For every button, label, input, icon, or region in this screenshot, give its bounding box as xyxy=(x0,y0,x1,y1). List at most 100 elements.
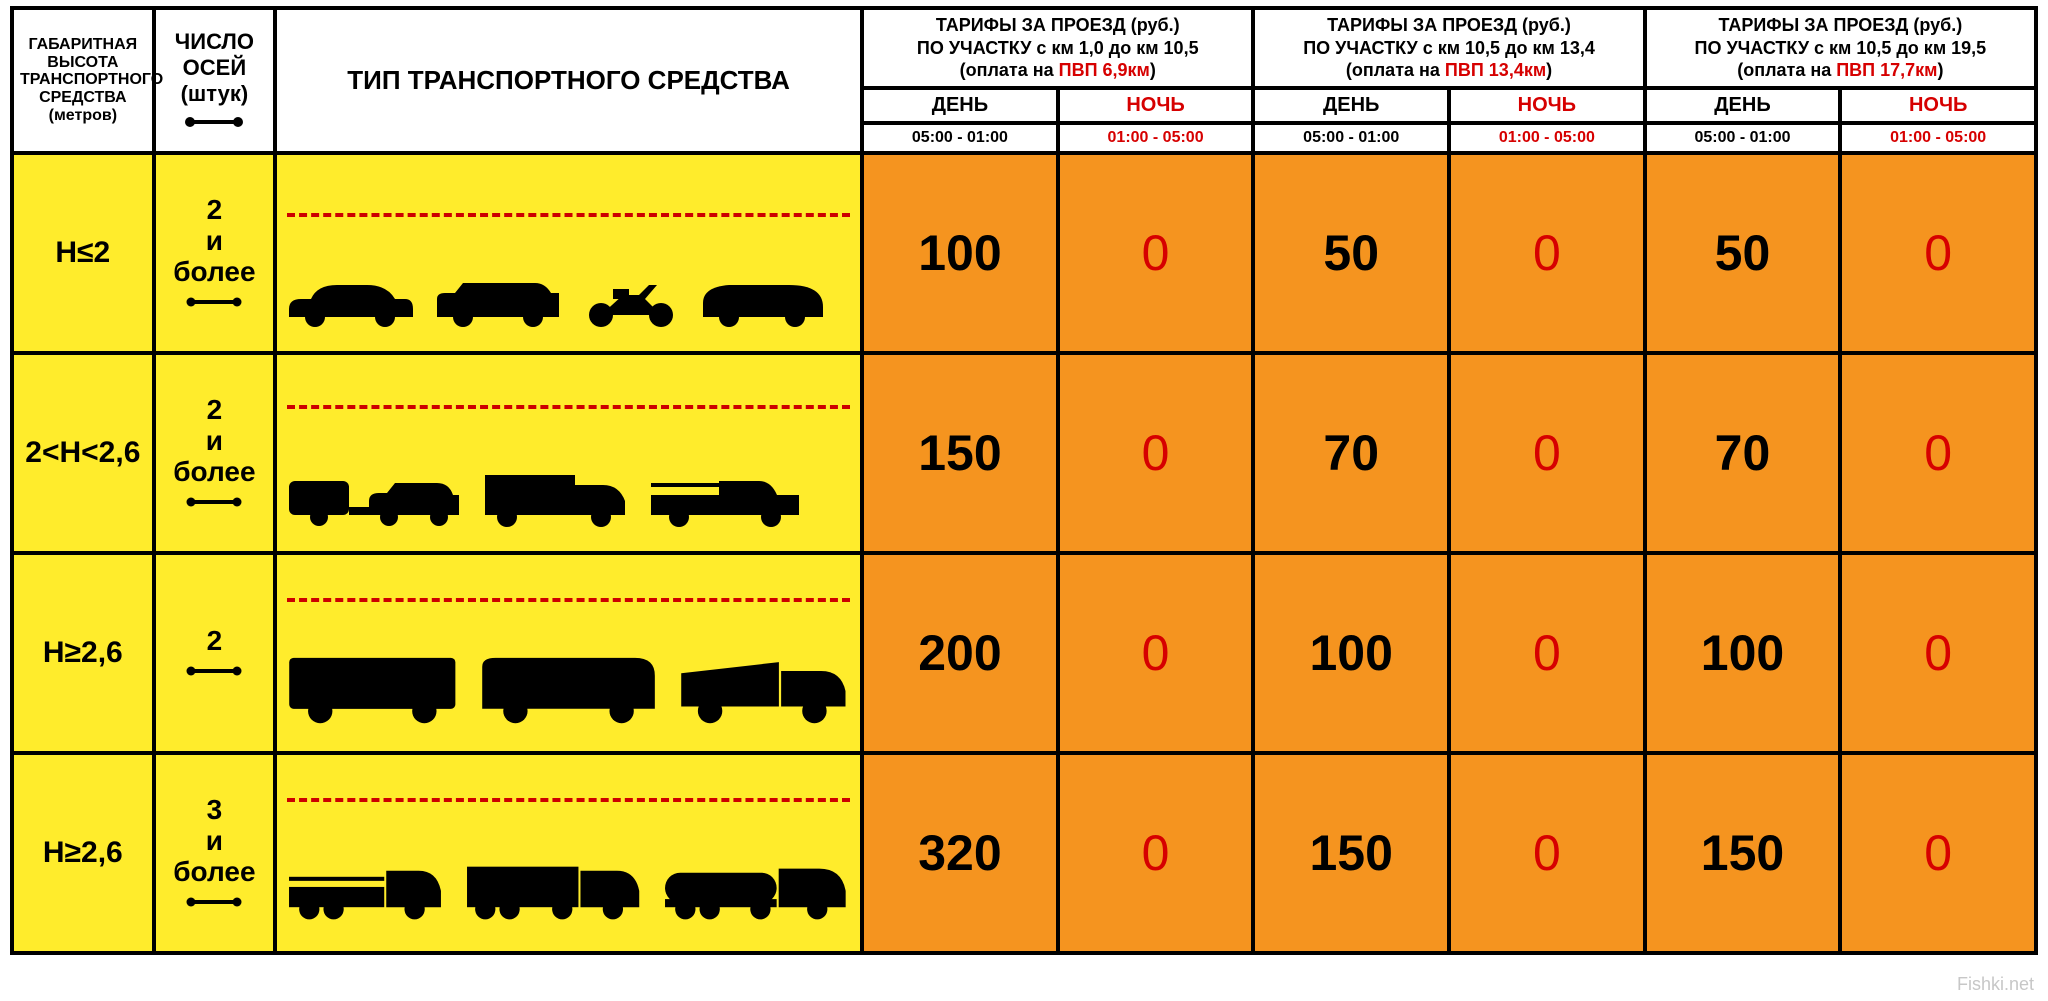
tariff-group-0: ТАРИФЫ ЗА ПРОЕЗД (руб.) ПО УЧАСТКУ с км … xyxy=(862,8,1253,88)
price-day: 200 xyxy=(862,553,1058,753)
night-label: НОЧЬ xyxy=(1449,88,1645,123)
price-day: 70 xyxy=(1253,353,1449,553)
caravan-car-icon xyxy=(287,475,463,527)
axles-text: 2и более xyxy=(162,195,267,287)
tariff-line3: (оплата на ПВП 6,9км) xyxy=(870,59,1245,82)
price-night: 0 xyxy=(1840,153,2036,353)
axles-text: 3и более xyxy=(162,795,267,887)
axles-cell: 3и более xyxy=(154,753,275,953)
axles-text: 2и более xyxy=(162,395,267,487)
axle-icon xyxy=(184,113,244,131)
vehicle-icons-row xyxy=(287,857,850,927)
vehicle-icons-row xyxy=(287,473,850,527)
height-dash-line xyxy=(287,213,850,217)
motorcycle-icon xyxy=(583,277,679,327)
height-cell: 2<H<2,6 xyxy=(12,353,154,553)
price-day: 320 xyxy=(862,753,1058,953)
price-day: 150 xyxy=(862,353,1058,553)
price-night: 0 xyxy=(1058,353,1254,553)
axles-label: ЧИСЛО ОСЕЙ (штук) xyxy=(162,29,267,107)
tariff-line2: ПО УЧАСТКУ с км 10,5 до км 13,4 xyxy=(1261,37,1636,60)
tanker-truck-icon xyxy=(663,857,850,927)
minivan-icon xyxy=(699,279,827,327)
price-day: 150 xyxy=(1253,753,1449,953)
price-night: 0 xyxy=(1449,553,1645,753)
col-header-vtype: ТИП ТРАНСПОРТНОГО СРЕДСТВА xyxy=(275,8,862,153)
axle-icon xyxy=(186,294,242,310)
price-night: 0 xyxy=(1449,753,1645,953)
tariff-line3: (оплата на ПВП 17,7км) xyxy=(1653,59,2028,82)
height-cell: H≥2,6 xyxy=(12,753,154,953)
tariff-line2: ПО УЧАСТКУ с км 1,0 до км 10,5 xyxy=(870,37,1245,60)
day-label: ДЕНЬ xyxy=(1645,88,1841,123)
price-day: 150 xyxy=(1645,753,1841,953)
axles-cell: 2и более xyxy=(154,153,275,353)
height-dash-line xyxy=(287,598,850,602)
price-night: 0 xyxy=(1058,553,1254,753)
suv-icon xyxy=(435,279,563,327)
vehicle-icons-row xyxy=(287,277,850,327)
tariff-line1: ТАРИФЫ ЗА ПРОЕЗД (руб.) xyxy=(1653,14,2028,37)
night-time: 01:00 - 05:00 xyxy=(1840,123,2036,153)
table-row: H≤22и более1000500500 xyxy=(12,153,2036,353)
tariff-line3: (оплата на ПВП 13,4км) xyxy=(1261,59,1636,82)
price-day: 50 xyxy=(1645,153,1841,353)
day-time: 05:00 - 01:00 xyxy=(862,123,1058,153)
price-day: 70 xyxy=(1645,353,1841,553)
price-night: 0 xyxy=(1058,153,1254,353)
table-row: H≥2,62200010001000 xyxy=(12,553,2036,753)
tariff-line2: ПО УЧАСТКУ с км 10,5 до км 19,5 xyxy=(1653,37,2028,60)
price-day: 100 xyxy=(1645,553,1841,753)
day-time: 05:00 - 01:00 xyxy=(1253,123,1449,153)
height-cell: H≥2,6 xyxy=(12,553,154,753)
price-day: 50 xyxy=(1253,153,1449,353)
axle-icon xyxy=(186,894,242,910)
tariff-line1: ТАРИФЫ ЗА ПРОЕЗД (руб.) xyxy=(870,14,1245,37)
coach-icon xyxy=(480,653,659,727)
dump-truck-icon xyxy=(679,655,850,727)
vehicle-type-cell xyxy=(275,353,862,553)
vehicle-type-cell xyxy=(275,153,862,353)
tariff-line1: ТАРИФЫ ЗА ПРОЕЗД (руб.) xyxy=(1261,14,1636,37)
price-day: 100 xyxy=(1253,553,1449,753)
day-time: 05:00 - 01:00 xyxy=(1645,123,1841,153)
price-night: 0 xyxy=(1840,553,2036,753)
flatbed-truck-icon xyxy=(287,857,445,927)
col-header-height: ГАБАРИТНАЯ ВЫСОТА ТРАНСПОРТНОГО СРЕДСТВА… xyxy=(12,8,154,153)
height-cell: H≤2 xyxy=(12,153,154,353)
col-header-axles: ЧИСЛО ОСЕЙ (штук) xyxy=(154,8,275,153)
minibus-icon xyxy=(287,653,460,727)
axles-text: 2 xyxy=(162,626,267,657)
day-label: ДЕНЬ xyxy=(1253,88,1449,123)
tariff-group-1: ТАРИФЫ ЗА ПРОЕЗД (руб.) ПО УЧАСТКУ с км … xyxy=(1253,8,1644,88)
day-label: ДЕНЬ xyxy=(862,88,1058,123)
table-header: ГАБАРИТНАЯ ВЫСОТА ТРАНСПОРТНОГО СРЕДСТВА… xyxy=(12,8,2036,153)
price-night: 0 xyxy=(1840,353,2036,553)
price-night: 0 xyxy=(1058,753,1254,953)
price-night: 0 xyxy=(1449,353,1645,553)
table-body: H≤22и более10005005002<H<2,62и более1500… xyxy=(12,153,2036,953)
vehicle-type-cell xyxy=(275,553,862,753)
night-label: НОЧЬ xyxy=(1058,88,1254,123)
sedan-icon xyxy=(287,279,415,327)
axle-icon xyxy=(186,494,242,510)
price-night: 0 xyxy=(1840,753,2036,953)
vehicle-type-cell xyxy=(275,753,862,953)
price-day: 100 xyxy=(862,153,1058,353)
pickup-icon xyxy=(649,473,803,527)
image-credit: Fishki.net xyxy=(1957,974,2034,995)
night-time: 01:00 - 05:00 xyxy=(1058,123,1254,153)
table-row: H≥2,63и более320015001500 xyxy=(12,753,2036,953)
axles-cell: 2и более xyxy=(154,353,275,553)
vehicle-icons-row xyxy=(287,653,850,727)
table-row: 2<H<2,62и более1500700700 xyxy=(12,353,2036,553)
tariff-group-2: ТАРИФЫ ЗА ПРОЕЗД (руб.) ПО УЧАСТКУ с км … xyxy=(1645,8,2036,88)
axle-icon xyxy=(186,663,242,679)
box-van-icon xyxy=(483,473,629,527)
toll-tariff-table: ГАБАРИТНАЯ ВЫСОТА ТРАНСПОРТНОГО СРЕДСТВА… xyxy=(10,6,2038,955)
semi-trailer-icon xyxy=(465,857,643,927)
night-time: 01:00 - 05:00 xyxy=(1449,123,1645,153)
night-label: НОЧЬ xyxy=(1840,88,2036,123)
axles-cell: 2 xyxy=(154,553,275,753)
height-dash-line xyxy=(287,405,850,409)
